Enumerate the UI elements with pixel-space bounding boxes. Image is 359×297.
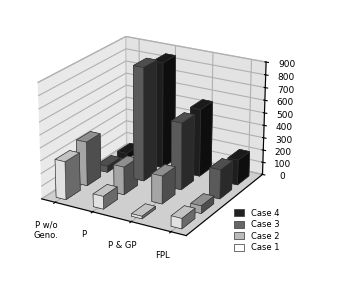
Legend: Case 4, Case 3, Case 2, Case 1: Case 4, Case 3, Case 2, Case 1 bbox=[234, 208, 279, 252]
